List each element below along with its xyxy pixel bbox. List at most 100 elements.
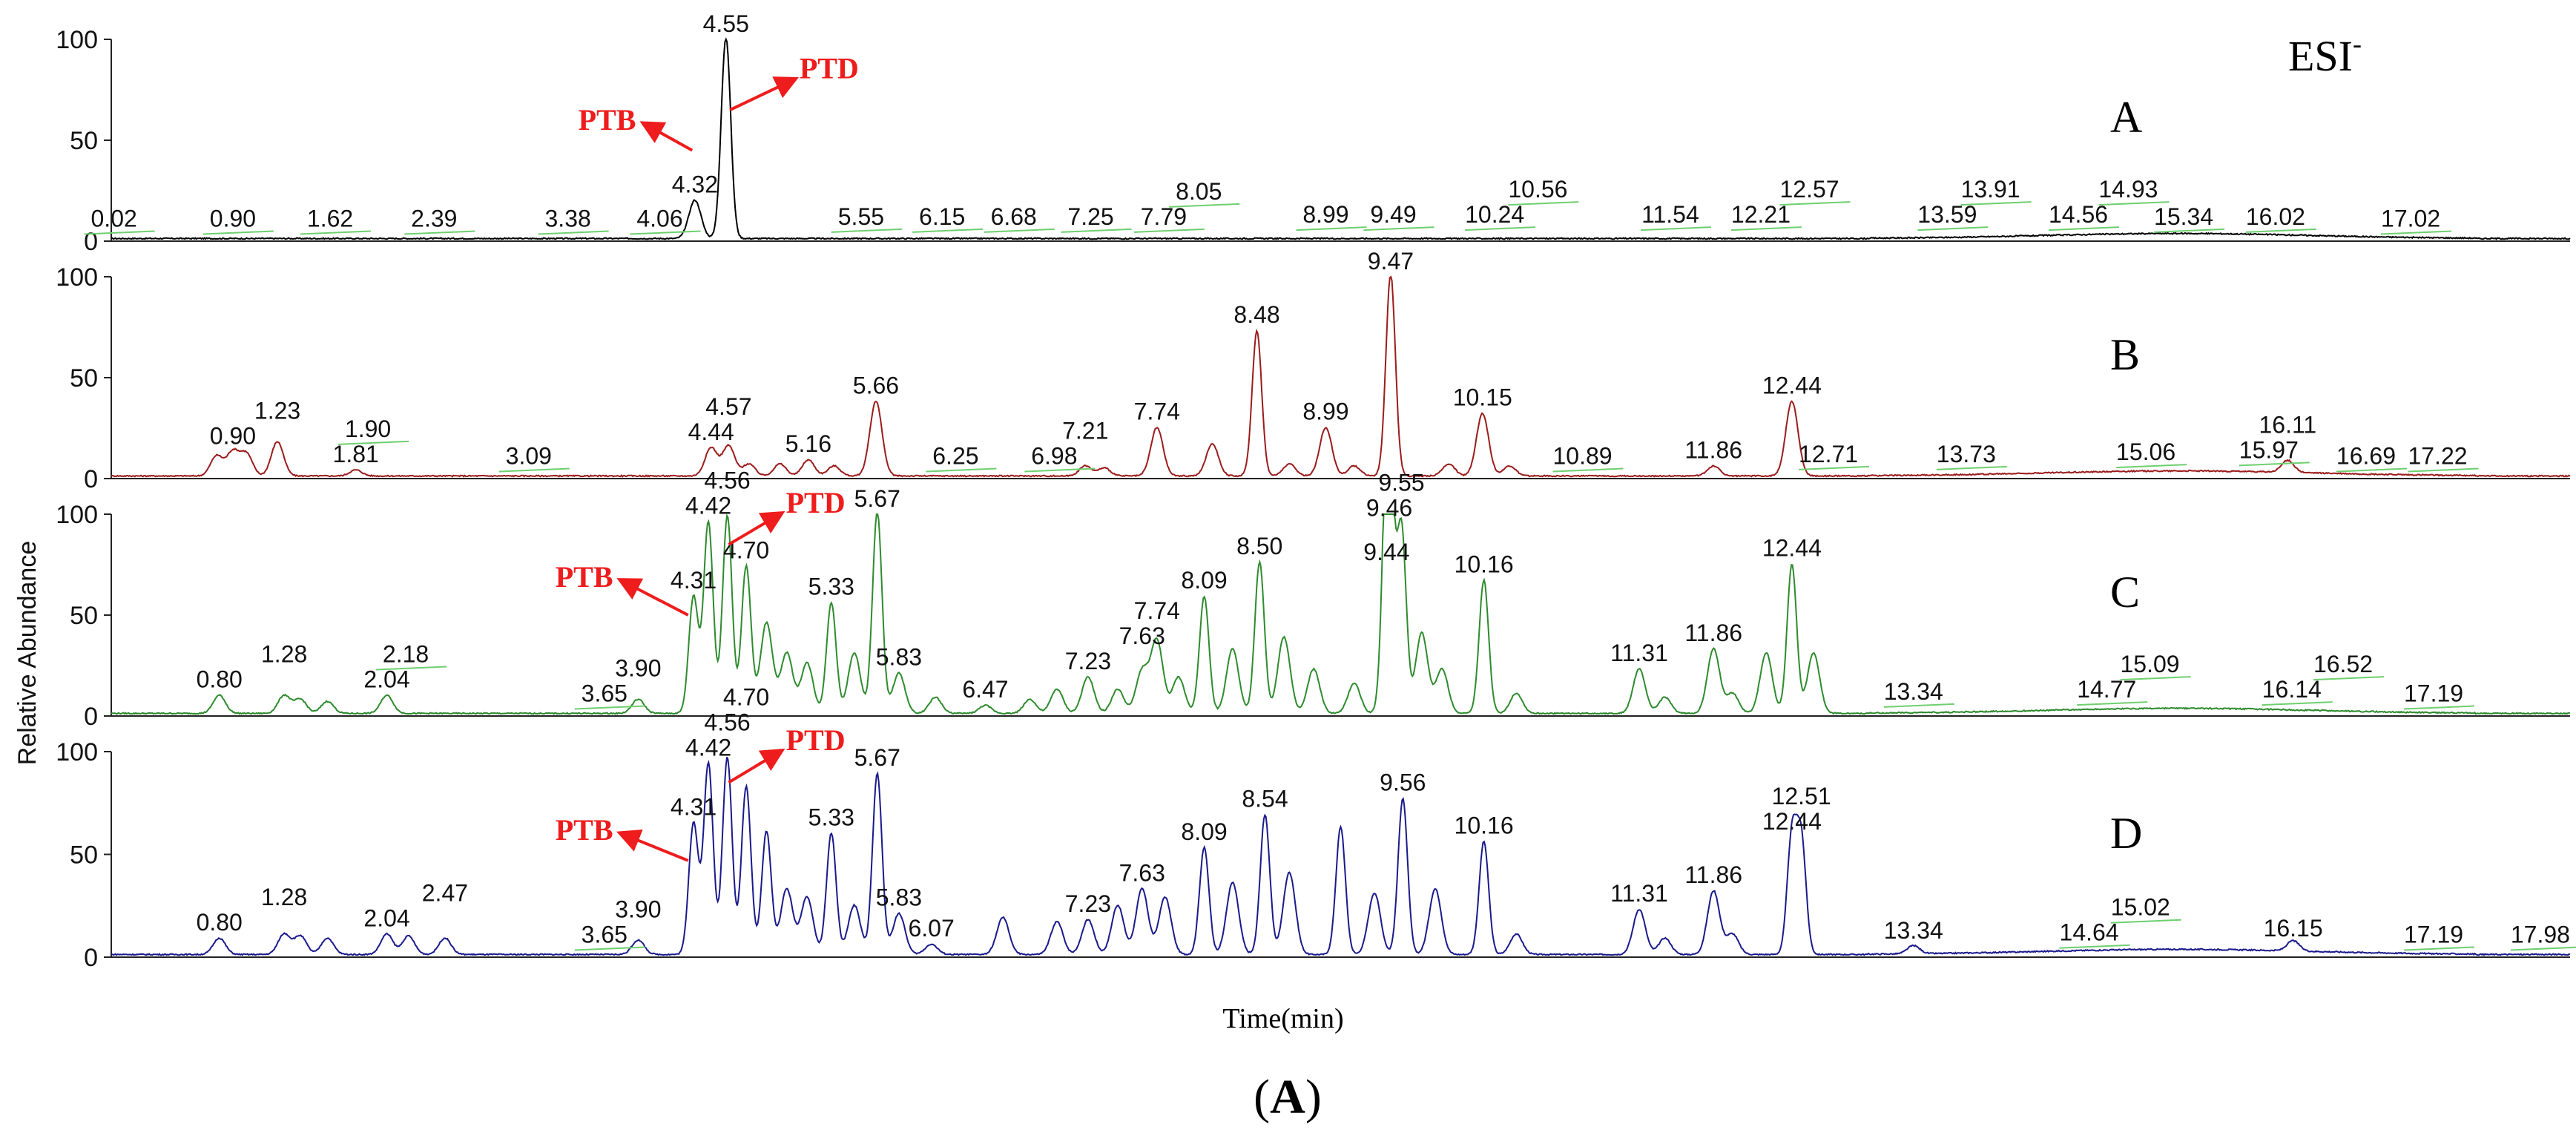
peak-leader-line: [2120, 676, 2191, 681]
peak-leader-line: [2154, 228, 2225, 233]
peak-leader-line: [2098, 201, 2170, 206]
y-tick-label: 100: [56, 26, 98, 54]
peak-label: 5.33: [808, 573, 854, 600]
peak-label: 16.52: [2313, 651, 2373, 677]
peak-label: 16.69: [2336, 443, 2396, 470]
peak-label: 8.48: [1233, 301, 1279, 328]
peak-leader-line: [1883, 703, 1954, 708]
peak-label: 5.67: [854, 744, 900, 771]
compound-label-ptd: PTD: [800, 51, 859, 85]
peak-label: 4.42: [685, 734, 731, 761]
peak-label: 2.47: [422, 879, 468, 906]
peak-label: 6.68: [991, 203, 1037, 230]
peak-label: 16.11: [2259, 411, 2316, 438]
peak-label: 14.56: [2049, 201, 2108, 228]
peak-label: 17.98: [2511, 921, 2570, 948]
peak-leader-line: [926, 467, 997, 473]
peak-label: 10.16: [1455, 551, 1514, 577]
peak-label: 7.21: [1062, 418, 1108, 444]
peak-label: 3.90: [615, 655, 661, 682]
peak-label: 8.09: [1181, 818, 1227, 845]
peak-label: 7.23: [1065, 890, 1111, 917]
peak-leader-line: [1730, 226, 1802, 231]
peak-label: 0.80: [197, 666, 243, 693]
y-tick-label: 50: [70, 364, 98, 393]
compound-arrow: [728, 510, 785, 546]
peak-label: 2.39: [411, 206, 457, 232]
peak-leader-line: [2408, 467, 2479, 473]
peak-label: 4.56: [704, 709, 750, 735]
peak-label: 17.02: [2381, 206, 2440, 232]
y-tick-label: 0: [84, 465, 98, 493]
peak-label: 4.55: [703, 10, 749, 37]
peak-label: 16.14: [2262, 676, 2322, 703]
peak-label: 1.23: [254, 397, 300, 424]
peak-label: 0.90: [210, 422, 256, 449]
peak-label: 9.56: [1380, 769, 1426, 795]
chromatogram-trace: [111, 757, 2571, 956]
peak-label: 5.33: [808, 804, 854, 831]
peak-leader-line: [1779, 201, 1851, 206]
peak-label: 4.31: [671, 567, 717, 594]
peak-label: 11.86: [1684, 861, 1742, 888]
peak-leader-line: [984, 228, 1055, 233]
peak-label: 6.07: [908, 915, 954, 942]
peak-label: 9.44: [1363, 539, 1409, 565]
peak-leader-line: [2403, 705, 2475, 710]
peak-leader-line: [2313, 676, 2385, 681]
figure-caption: (A): [1254, 1070, 1322, 1124]
peak-leader-line: [574, 705, 645, 710]
peak-leader-line: [1465, 226, 1536, 231]
peak-leader-line: [1169, 203, 1240, 208]
peak-label: 1.62: [307, 206, 353, 232]
x-axis-title: Time(min): [1222, 1003, 1343, 1034]
y-tick-label: 50: [70, 841, 98, 870]
peak-label: 7.63: [1119, 623, 1165, 649]
peak-leader-line: [2336, 467, 2408, 473]
peak-label: 5.16: [785, 430, 831, 457]
peak-label: 8.05: [1176, 178, 1222, 205]
peak-leader-line: [1508, 201, 1579, 206]
peak-leader-line: [1133, 228, 1205, 233]
peak-label: 17.22: [2408, 443, 2467, 470]
peak-leader-line: [1552, 467, 1624, 473]
peak-label: 8.54: [1242, 786, 1288, 812]
compound-arrow: [728, 748, 785, 784]
caption-letter: A: [1270, 1070, 1305, 1124]
peak-label: 6.47: [962, 676, 1008, 703]
peak-label: 15.06: [2116, 439, 2175, 465]
caption-prefix: (: [1254, 1070, 1270, 1124]
peak-leader-line: [338, 440, 409, 445]
peak-label: 5.55: [838, 203, 884, 230]
peak-label: 6.98: [1031, 443, 1077, 470]
chromatogram-trace: [111, 37, 2571, 240]
peak-leader-line: [538, 230, 609, 235]
peak-label: 4.42: [685, 493, 731, 519]
compound-arrow: [616, 829, 689, 862]
ion-mode-superscript: -: [2353, 29, 2362, 59]
peak-label: 3.09: [506, 443, 552, 470]
peak-label: 4.06: [636, 206, 682, 232]
peak-label: 15.09: [2120, 651, 2179, 677]
panel-letter: B: [2110, 330, 2140, 379]
peak-label: 12.21: [1731, 201, 1791, 228]
peak-leader-line: [912, 228, 984, 233]
compound-label-ptd: PTD: [786, 486, 846, 519]
peak-leader-line: [2381, 230, 2452, 235]
peak-label: 13.73: [1937, 441, 1996, 467]
ion-mode-label: ESI-: [2288, 29, 2362, 80]
y-tick-label: 50: [70, 127, 98, 155]
peak-leader-line: [376, 666, 447, 671]
peak-leader-line: [1960, 201, 2032, 206]
peak-leader-line: [498, 467, 570, 473]
peak-label: 0.90: [210, 206, 256, 232]
peak-label: 4.70: [723, 683, 769, 710]
peak-label: 13.91: [1961, 176, 2020, 203]
peak-label: 15.34: [2154, 203, 2213, 230]
peak-label: 2.04: [363, 666, 409, 693]
peak-label: 14.64: [2060, 919, 2119, 946]
peak-leader-line: [404, 230, 475, 235]
peak-leader-line: [2403, 946, 2475, 951]
peak-label: 9.49: [1370, 201, 1416, 228]
peak-label: 4.56: [704, 467, 750, 494]
